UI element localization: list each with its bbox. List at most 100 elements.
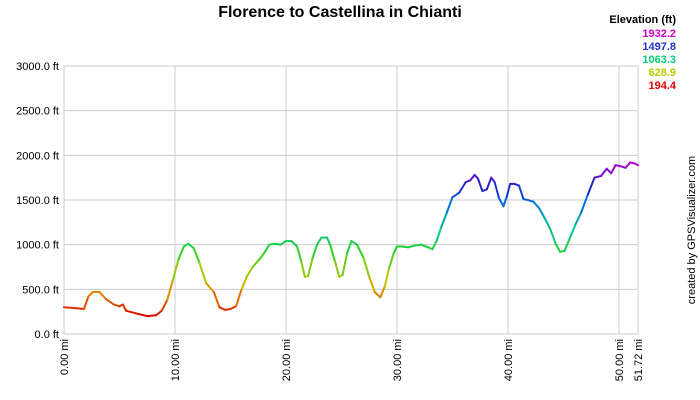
elevation-segment — [388, 252, 395, 269]
elevation-segment — [633, 162, 639, 167]
elevation-segment — [262, 243, 271, 255]
x-tick-label: 51.72 mi — [633, 339, 645, 381]
elevation-segment — [610, 164, 617, 175]
elevation-segment — [498, 197, 505, 208]
elevation-segment — [431, 239, 438, 251]
x-tick-label: 30.00 mi — [392, 339, 404, 381]
elevation-segment — [333, 259, 341, 278]
elevation-segment — [538, 207, 546, 219]
elevation-segment — [586, 176, 596, 196]
x-tick-label: 0.00 mi — [59, 339, 71, 375]
elevation-segment — [346, 240, 353, 255]
elevation-segment — [311, 243, 319, 260]
elevation-segment — [63, 306, 77, 310]
elevation-segment — [187, 242, 195, 250]
elevation-segment — [407, 244, 416, 249]
legend-value-max: 1932.2 — [642, 28, 676, 40]
elevation-segment — [373, 291, 382, 299]
elevation-segment — [420, 243, 430, 249]
y-tick-label: 2500.0 ft — [16, 106, 59, 118]
elevation-segment — [350, 240, 358, 246]
elevation-segment — [307, 257, 314, 277]
elevation-segment — [379, 285, 386, 299]
elevation-segment — [392, 245, 398, 255]
elevation-segment — [355, 243, 365, 260]
elevation-segment — [502, 195, 508, 208]
elevation-segment — [290, 240, 299, 248]
elevation-segment — [251, 259, 260, 268]
elevation-segment — [485, 176, 493, 191]
elevation-segment — [368, 275, 376, 294]
y-tick-label: 0.0 ft — [35, 329, 59, 341]
elevation-segment — [518, 184, 525, 201]
elevation-segment — [296, 245, 303, 264]
y-tick-label: 1500.0 ft — [16, 195, 59, 207]
elevation-segment — [469, 173, 476, 182]
elevation-segment — [146, 314, 158, 318]
chart-title: Florence to Castellina in Chianti — [218, 4, 462, 21]
elevation-segment — [229, 305, 238, 310]
elevation-segment — [166, 279, 174, 302]
elevation-segment — [257, 252, 265, 262]
elevation-segment — [279, 240, 287, 246]
elevation-segment — [413, 243, 423, 247]
elevation-segment — [171, 258, 180, 282]
legend-value-mid: 1063.3 — [642, 54, 676, 66]
x-tick-label: 20.00 mi — [281, 339, 293, 381]
elevation-segment — [451, 191, 461, 199]
elevation-segment — [563, 236, 572, 252]
elevation-segment — [98, 291, 108, 301]
elevation-segment — [316, 236, 323, 246]
elevation-segment — [574, 211, 583, 226]
legend-title: Elevation (ft) — [609, 14, 676, 26]
elevation-segment — [177, 245, 185, 261]
elevation-segment — [445, 196, 454, 214]
elevation-segment — [362, 257, 371, 278]
x-tick-label: 50.00 mi — [614, 339, 626, 381]
elevation-segment — [458, 181, 467, 194]
elevation-segment — [326, 236, 332, 247]
elevation-segment — [329, 244, 336, 262]
elevation-segment — [554, 242, 562, 253]
elevation-segment — [593, 174, 603, 179]
elevation-segment — [105, 298, 115, 306]
elevation-segment — [341, 252, 349, 277]
legend-value-high: 1497.8 — [642, 41, 676, 53]
y-tick-label: 500.0 ft — [22, 284, 59, 296]
elevation-segment — [82, 295, 90, 310]
elevation-segment — [192, 247, 201, 264]
elevation-segment — [493, 181, 501, 200]
y-tick-label: 1000.0 ft — [16, 240, 59, 252]
elevation-segment — [543, 216, 552, 230]
elevation-segment — [155, 309, 163, 317]
elevation-segment — [87, 291, 94, 298]
elevation-segment — [135, 312, 149, 318]
elevation-segment — [435, 225, 443, 242]
elevation-segment — [125, 309, 138, 315]
elevation-segment — [160, 299, 169, 312]
elevation-segment — [532, 200, 541, 210]
elevation-segment — [212, 291, 221, 309]
elevation-segment — [549, 227, 557, 245]
elevation-segment — [440, 211, 448, 228]
elevation-segment — [580, 193, 589, 214]
elevation-segment — [121, 303, 128, 312]
elevation-segment — [300, 261, 306, 278]
x-tick-label: 10.00 mi — [170, 339, 182, 381]
elevation-segment — [383, 266, 391, 288]
elevation-segment — [600, 167, 608, 177]
elevation-segment — [476, 177, 484, 193]
y-tick-label: 3000.0 ft — [16, 61, 59, 73]
elevation-segment — [246, 266, 254, 277]
legend-value-low: 628.9 — [648, 67, 676, 79]
elevation-segment — [605, 167, 613, 175]
elevation-segment — [74, 307, 85, 310]
elevation-segment — [240, 274, 249, 291]
x-tick-label: 40.00 mi — [503, 339, 515, 381]
y-tick-label: 2000.0 ft — [16, 150, 59, 162]
elevation-segment — [218, 306, 226, 311]
legend-value-min: 194.4 — [648, 80, 676, 92]
elevation-segment — [505, 182, 512, 198]
